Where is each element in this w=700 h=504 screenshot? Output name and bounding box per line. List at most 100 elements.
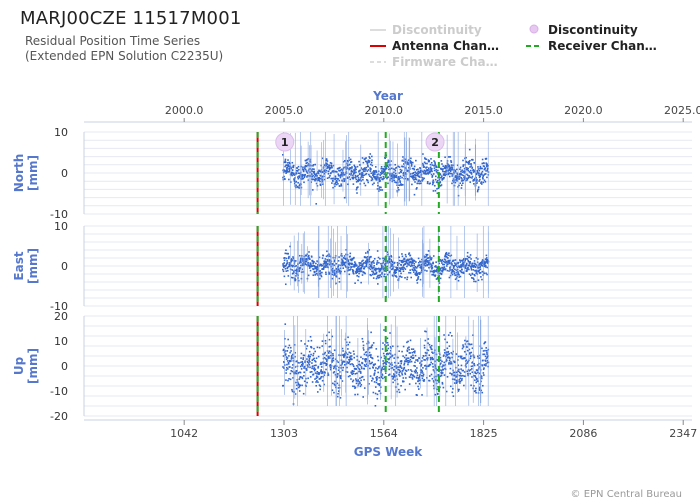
- data-point: [446, 354, 448, 357]
- data-point: [370, 274, 372, 277]
- data-point: [348, 269, 350, 271]
- data-point: [412, 261, 414, 264]
- data-point: [413, 260, 416, 262]
- data-point: [381, 366, 384, 369]
- data-point: [306, 158, 309, 161]
- data-point: [481, 270, 484, 273]
- data-point: [412, 271, 415, 273]
- data-point: [401, 255, 404, 258]
- legend-item-discontinuity-marker[interactable]: Discontinuity: [526, 22, 657, 38]
- data-point: [355, 181, 358, 183]
- data-point: [478, 174, 480, 176]
- legend-item-receiver-change[interactable]: Receiver Chan…: [526, 38, 657, 54]
- data-point: [460, 271, 463, 274]
- data-point: [448, 252, 450, 255]
- data-point: [402, 174, 405, 177]
- legend-item-discontinuity-line[interactable]: Discontinuity: [370, 22, 499, 38]
- data-point: [432, 262, 435, 265]
- y-tick-label: 0: [61, 360, 68, 373]
- top-axis-tick-label: 2000.0: [165, 104, 204, 117]
- data-point: [473, 278, 475, 281]
- data-point: [371, 159, 373, 162]
- data-point: [470, 384, 472, 387]
- data-point: [353, 264, 356, 267]
- data-point: [371, 267, 374, 270]
- data-point: [396, 268, 398, 270]
- data-point: [321, 370, 323, 373]
- data-point: [446, 269, 449, 272]
- data-point: [484, 349, 486, 352]
- data-point: [363, 387, 366, 389]
- data-point: [287, 165, 290, 168]
- data-point: [397, 263, 399, 266]
- data-point: [290, 358, 293, 360]
- data-point: [355, 265, 357, 267]
- data-point: [304, 343, 306, 345]
- data-point: [449, 331, 452, 334]
- data-point: [297, 274, 299, 277]
- data-point: [332, 256, 335, 259]
- data-point: [365, 172, 368, 175]
- data-point: [368, 351, 371, 354]
- data-point: [382, 261, 385, 264]
- data-point: [484, 167, 487, 169]
- data-point: [291, 171, 293, 174]
- data-point: [484, 360, 487, 362]
- data-point: [291, 161, 294, 164]
- grid-layer: [83, 131, 692, 417]
- data-point: [350, 266, 353, 268]
- data-point: [405, 158, 407, 161]
- data-point: [375, 348, 378, 350]
- data-point: [445, 353, 447, 355]
- data-point: [305, 260, 308, 263]
- top-axis-tick-label: 2015.0: [464, 104, 503, 117]
- data-point: [287, 368, 289, 370]
- data-point: [479, 261, 482, 264]
- data-point: [380, 275, 383, 278]
- data-point: [410, 276, 413, 279]
- data-point: [371, 263, 373, 265]
- data-point: [398, 166, 401, 168]
- data-point: [476, 171, 479, 173]
- data-point: [448, 172, 450, 174]
- data-point: [363, 167, 366, 169]
- data-point: [303, 258, 305, 260]
- data-point: [292, 377, 294, 379]
- data-point: [420, 173, 423, 176]
- data-point: [348, 168, 351, 171]
- data-point: [424, 269, 426, 272]
- data-point: [475, 387, 477, 390]
- data-point: [393, 179, 396, 182]
- data-point: [351, 167, 353, 169]
- data-point: [451, 175, 453, 177]
- data-point: [312, 165, 314, 167]
- data-point: [334, 366, 336, 368]
- data-point: [328, 253, 330, 256]
- data-point: [377, 173, 380, 175]
- data-point: [363, 158, 366, 161]
- data-point: [300, 261, 302, 264]
- data-point: [334, 269, 336, 272]
- data-point: [356, 364, 358, 367]
- data-point: [354, 167, 356, 170]
- data-point: [474, 379, 476, 381]
- legend-item-antenna-change[interactable]: Antenna Chan…: [370, 38, 499, 54]
- data-point: [474, 263, 477, 265]
- data-point: [324, 261, 326, 264]
- data-point: [321, 175, 324, 178]
- data-point: [484, 261, 487, 263]
- data-point: [378, 274, 380, 277]
- data-point: [404, 172, 407, 175]
- data-point: [388, 172, 391, 175]
- data-point: [288, 178, 290, 181]
- data-point: [392, 376, 395, 379]
- data-point: [365, 365, 367, 367]
- data-point: [380, 268, 383, 270]
- data-point: [450, 352, 453, 354]
- data-point: [465, 168, 468, 171]
- data-point: [433, 167, 436, 169]
- data-point: [441, 360, 443, 363]
- data-point: [440, 362, 442, 365]
- legend-item-firmware-change[interactable]: Firmware Cha…: [370, 54, 499, 70]
- data-point: [475, 180, 478, 182]
